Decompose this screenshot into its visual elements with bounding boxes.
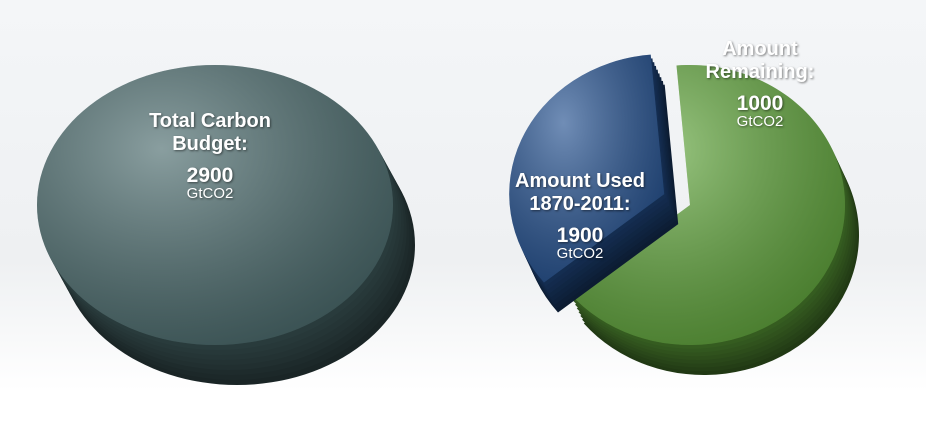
value-label: 1900 bbox=[556, 224, 604, 247]
slice-label: Amount Used 1870-2011: 1900 GtCO2 bbox=[495, 170, 665, 262]
category-label: Total Carbon Budget: bbox=[149, 110, 271, 155]
category-label: Amount Used 1870-2011: bbox=[515, 170, 645, 215]
category-label: Amount Remaining: bbox=[705, 38, 815, 83]
slice-shine bbox=[509, 54, 665, 283]
value-label: 1000 bbox=[736, 92, 784, 115]
slice-label: Total Carbon Budget: 2900 GtCO2 bbox=[125, 110, 295, 202]
unit-label: GtCO2 bbox=[736, 113, 784, 130]
slice-shine bbox=[569, 65, 845, 345]
unit-label: GtCO2 bbox=[186, 185, 234, 202]
slice-shine bbox=[37, 65, 393, 345]
value-label: 2900 bbox=[186, 164, 234, 187]
slice-label: Amount Remaining: 1000 GtCO2 bbox=[685, 38, 835, 130]
unit-label: GtCO2 bbox=[556, 245, 604, 262]
